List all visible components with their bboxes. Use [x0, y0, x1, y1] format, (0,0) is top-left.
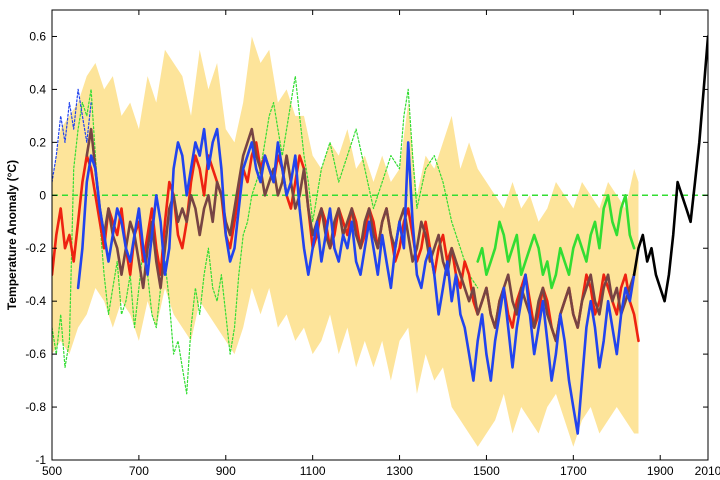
- y-tick-label: 0.4: [29, 82, 46, 96]
- series-line-0: [52, 75, 479, 395]
- y-tick-label: -0.2: [25, 241, 46, 255]
- y-tick-label: -0.4: [25, 294, 46, 308]
- series-line-3: [85, 127, 636, 343]
- series-line-5: [76, 127, 636, 435]
- series-layer: [52, 35, 708, 435]
- series-line-6: [632, 35, 708, 303]
- x-tick-label: 900: [216, 464, 236, 478]
- y-tick-label: -0.6: [25, 347, 46, 361]
- x-tick-label: 700: [129, 464, 149, 478]
- y-tick-label: 0: [39, 188, 46, 202]
- x-tick-label: 500: [42, 464, 62, 478]
- series-line-4: [476, 194, 636, 290]
- x-tick-label: 1300: [386, 464, 413, 478]
- x-tick-label: 1700: [560, 464, 587, 478]
- y-axis-label: Temperature Anomaly (°C): [5, 160, 19, 310]
- y-axis-ticks: -1 -0.8 -0.6 -0.4 -0.2 0 0.2 0.4 0.6: [25, 29, 708, 467]
- plot-frame: [51, 9, 709, 461]
- y-tick-label: 0.6: [29, 29, 46, 43]
- series-line-1: [52, 88, 92, 183]
- x-tick-label: 1900: [647, 464, 674, 478]
- y-tick-label: 0.2: [29, 135, 46, 149]
- x-tick-label: 2010: [695, 464, 720, 478]
- x-tick-label: 1100: [300, 464, 326, 478]
- x-tick-label: 1500: [473, 464, 500, 478]
- y-tick-label: -0.8: [25, 400, 46, 414]
- y-tick-label: -1: [35, 453, 46, 467]
- x-axis-ticks: 500 700 900 1100 1300 1500 1700 1900 2010: [42, 10, 720, 478]
